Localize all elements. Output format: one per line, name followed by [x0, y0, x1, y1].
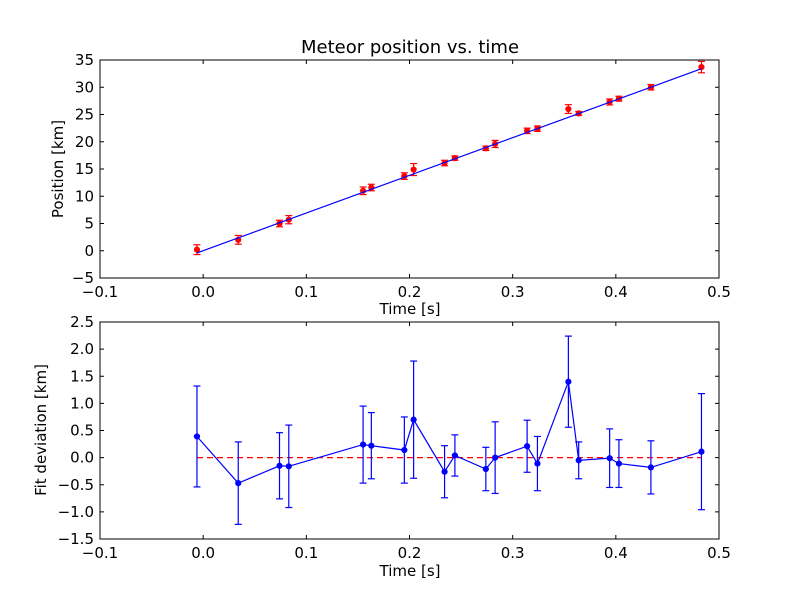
position-x-tick-label: 0.1 — [294, 283, 318, 301]
deviation-ylabel: Fit deviation [km] — [32, 364, 50, 496]
deviation-x-tick-label: −0.1 — [82, 544, 118, 562]
position-x-tick-label: 0.2 — [398, 283, 422, 301]
deviation-data-point — [492, 454, 499, 461]
deviation-data-point — [441, 468, 448, 475]
deviation-x-tick-label: 0.2 — [398, 544, 422, 562]
position-data-point — [565, 105, 572, 113]
position-y-tick-label: 5 — [84, 215, 94, 233]
deviation-data-point — [368, 442, 375, 449]
deviation-y-tick-label: 2.5 — [70, 313, 94, 331]
deviation-data-point — [482, 465, 489, 473]
deviation-plot-area: −0.1 0.0 0.1 0.2 0.3 0.4 0.5 −1.5 −1.0 −0.5 0.0 0.5… — [58, 313, 731, 562]
position-data-point — [193, 246, 201, 253]
deviation-x-tick-label: 0.4 — [604, 544, 628, 562]
deviation-data-point — [524, 443, 531, 450]
position-ylabel: Position [km] — [49, 120, 67, 218]
deviation-data-point — [410, 416, 417, 423]
deviation-xlabel: Time [s] — [379, 562, 441, 580]
position-panel: Meteor position vs. time −0.1 0.0 0.1 0.2 0.… — [49, 37, 731, 318]
deviation-data-point — [276, 462, 283, 469]
deviation-y-tick-label: 1.5 — [70, 367, 94, 385]
deviation-series-line — [196, 381, 702, 484]
deviation-data-point — [401, 446, 408, 454]
deviation-x-tick-label: 0.0 — [191, 544, 215, 562]
deviation-x-tick-label: 0.3 — [501, 544, 525, 562]
position-data-point — [698, 63, 705, 71]
deviation-data-point — [606, 455, 613, 462]
position-xlabel: Time [s] — [379, 300, 441, 318]
position-y-tick-label: −5 — [72, 269, 94, 287]
position-x-tick-label: 0.3 — [501, 283, 525, 301]
deviation-y-tick-label: −1.5 — [58, 530, 94, 548]
position-fit-line — [196, 68, 702, 254]
deviation-y-tick-label: 0.0 — [70, 449, 94, 467]
deviation-data-point — [647, 464, 655, 471]
deviation-y-tick-label: 1.0 — [70, 394, 94, 412]
deviation-y-tick-label: −1.0 — [58, 503, 94, 521]
deviation-data-point — [285, 463, 292, 470]
deviation-data-point — [698, 448, 705, 455]
position-y-tick-label: 0 — [84, 242, 94, 260]
position-y-tick-label: 35 — [75, 51, 94, 69]
position-x-tick-label: 0.0 — [191, 283, 215, 301]
position-y-tick-label: 25 — [75, 106, 94, 124]
deviation-data-point — [565, 378, 572, 385]
position-y-tick-label: 15 — [75, 160, 94, 178]
deviation-panel: −0.1 0.0 0.1 0.2 0.3 0.4 0.5 −1.5 −1.0 −0.5 0.0 0.5… — [32, 313, 731, 580]
deviation-data-point — [575, 457, 582, 464]
position-y-tick-label: 30 — [75, 78, 94, 96]
deviation-y-tick-label: 2.0 — [70, 340, 94, 358]
deviation-y-tick-label: 0.5 — [70, 422, 94, 440]
position-data-point — [410, 166, 417, 173]
deviation-data-point — [359, 441, 367, 448]
position-plot-area: −0.1 0.0 0.1 0.2 0.3 0.4 0.5 −5 0 5 10 15 20 25 30 35 — [72, 51, 731, 301]
deviation-data-point — [235, 480, 242, 487]
position-x-tick-label: 0.5 — [707, 283, 731, 301]
position-chart-title: Meteor position vs. time — [301, 37, 519, 58]
position-x-tick-label: −0.1 — [82, 283, 118, 301]
position-y-tick-label: 20 — [75, 133, 94, 151]
deviation-data-point — [534, 460, 541, 467]
position-x-tick-label: 0.4 — [604, 283, 628, 301]
deviation-data-point — [451, 452, 458, 459]
deviation-data-point — [615, 460, 623, 467]
deviation-data-point — [193, 433, 201, 440]
position-y-tick-label: 10 — [75, 187, 94, 205]
deviation-x-tick-label: 0.5 — [707, 544, 731, 562]
deviation-x-tick-label: 0.1 — [294, 544, 318, 562]
deviation-y-tick-label: −0.5 — [58, 476, 94, 494]
